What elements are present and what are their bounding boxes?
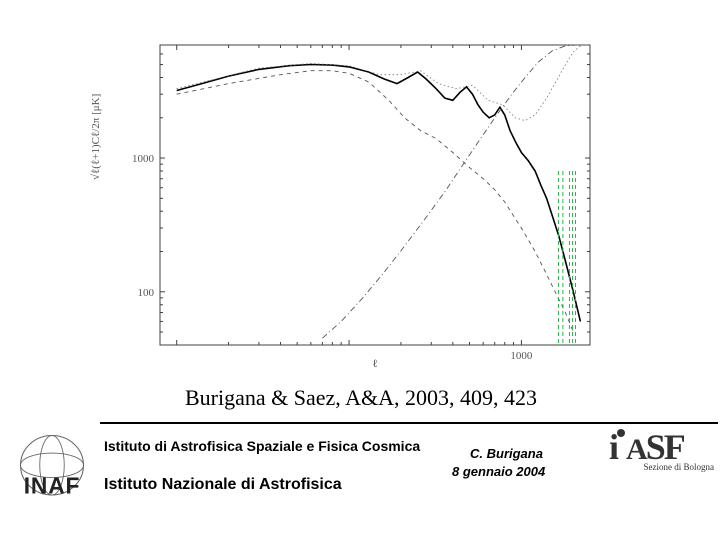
chart-svg: 1000 100 1000 ℓ xyxy=(120,40,600,370)
axis-ticks: 1000 100 1000 xyxy=(132,45,590,362)
presentation-date: 8 gennaio 2004 xyxy=(452,464,545,479)
author-name: C. Burigana xyxy=(470,446,543,461)
svg-text:1000: 1000 xyxy=(510,350,533,362)
footer-divider xyxy=(100,422,718,424)
series-main-solid xyxy=(177,65,581,322)
series-group xyxy=(177,45,587,338)
inaf-logo-text: INAF xyxy=(24,472,81,498)
svg-text:100: 100 xyxy=(138,287,155,299)
plot-frame xyxy=(160,45,590,345)
citation-text: Burigana & Saez, A&A, 2003, 409, 423 xyxy=(185,385,537,411)
power-spectrum-chart: 1000 100 1000 ℓ xyxy=(120,40,600,370)
series-lower-dashed xyxy=(177,71,574,332)
affiliation-line1: Istituto di Astrofisica Spaziale e Fisic… xyxy=(104,438,420,454)
series-rising-dashdot xyxy=(322,45,587,338)
svg-text:1000: 1000 xyxy=(132,153,155,165)
vlines-group xyxy=(558,171,575,345)
y-axis-label: √ℓ(ℓ+1)Cℓ/2π [μK] xyxy=(90,94,102,180)
series-upper-dotted xyxy=(177,46,581,121)
affiliation-line2: Istituto Nazionale di Astrofisica xyxy=(104,476,342,494)
inaf-logo: INAF xyxy=(8,432,96,502)
footer: INAF Istituto di Astrofisica Spaziale e … xyxy=(0,432,720,540)
x-axis-label: ℓ xyxy=(372,358,377,370)
iasf-logo: iASF Sezione di Bologna xyxy=(609,426,714,506)
